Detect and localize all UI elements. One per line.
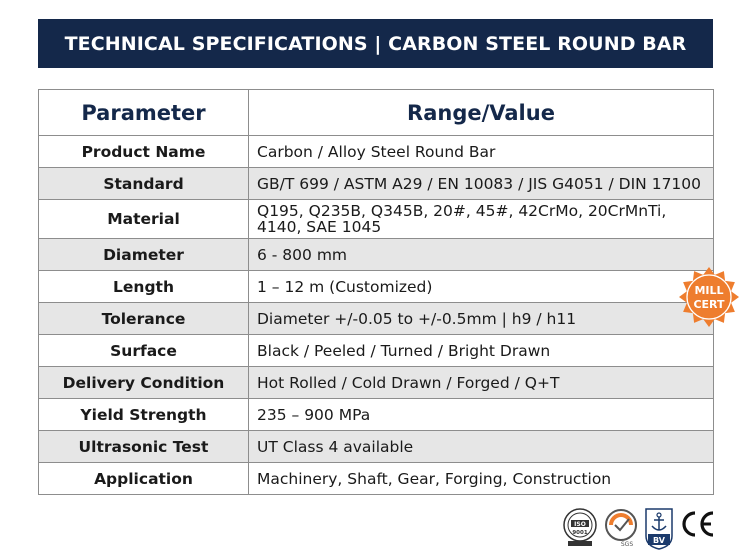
row-parameter-material: Material bbox=[38, 199, 249, 239]
table-row: Material Q195, Q235B, Q345B, 20#, 45#, 4… bbox=[38, 199, 714, 239]
row-parameter-tolerance: Tolerance bbox=[38, 302, 249, 335]
svg-text:9001: 9001 bbox=[572, 530, 587, 536]
table-row: Length 1 – 12 m (Customized) bbox=[38, 270, 714, 303]
svg-text:SGS: SGS bbox=[621, 541, 633, 548]
table-row: Ultrasonic Test UT Class 4 available bbox=[38, 430, 714, 463]
row-parameter-length: Length bbox=[38, 270, 249, 303]
table-header-row: Parameter Range/Value bbox=[38, 89, 714, 136]
svg-text:BV: BV bbox=[653, 536, 666, 545]
spec-table: Parameter Range/Value Product Name Carbo… bbox=[38, 89, 714, 495]
row-value-product-name: Carbon / Alloy Steel Round Bar bbox=[248, 135, 714, 168]
row-value-diameter: 6 - 800 mm bbox=[248, 238, 714, 271]
row-parameter-application: Application bbox=[38, 462, 249, 495]
table-row: Application Machinery, Shaft, Gear, Forg… bbox=[38, 462, 714, 495]
table-row: Delivery Condition Hot Rolled / Cold Dra… bbox=[38, 366, 714, 399]
iso-seal-icon: ISO 9001 bbox=[563, 508, 597, 546]
row-value-ultrasonic-test: UT Class 4 available bbox=[248, 430, 714, 463]
table-row: Standard GB/T 699 / ASTM A29 / EN 10083 … bbox=[38, 167, 714, 200]
row-parameter-diameter: Diameter bbox=[38, 238, 249, 271]
row-value-length: 1 – 12 m (Customized) bbox=[248, 270, 714, 303]
table-row: Product Name Carbon / Alloy Steel Round … bbox=[38, 135, 714, 168]
bv-logo: BV bbox=[644, 508, 674, 550]
iso-9001-logo: ISO 9001 bbox=[562, 508, 598, 548]
badge-seal-icon bbox=[679, 267, 739, 327]
row-parameter-yield-strength: Yield Strength bbox=[38, 398, 249, 431]
ce-mark-logo bbox=[678, 509, 716, 539]
row-parameter-ultrasonic-test: Ultrasonic Test bbox=[38, 430, 249, 463]
material-line-1: Q195, Q235B, Q345B, 20#, 45#, 42CrMo, 20… bbox=[257, 202, 667, 220]
page-title-banner: TECHNICAL SPECIFICATIONS | CARBON STEEL … bbox=[38, 19, 713, 68]
material-line-2: 4140, SAE 1045 bbox=[257, 218, 382, 236]
badge-line-2: CERT bbox=[693, 298, 725, 311]
row-parameter-delivery-condition: Delivery Condition bbox=[38, 366, 249, 399]
row-parameter-standard: Standard bbox=[38, 167, 249, 200]
sgs-logo: SGS bbox=[603, 508, 639, 548]
row-value-standard: GB/T 699 / ASTM A29 / EN 10083 / JIS G40… bbox=[248, 167, 714, 200]
column-header-value: Range/Value bbox=[248, 89, 714, 136]
row-value-application: Machinery, Shaft, Gear, Forging, Constru… bbox=[248, 462, 714, 495]
row-value-delivery-condition: Hot Rolled / Cold Drawn / Forged / Q+T bbox=[248, 366, 714, 399]
ce-mark-icon bbox=[682, 511, 714, 537]
column-header-parameter: Parameter bbox=[38, 89, 249, 136]
sgs-seal-icon: SGS bbox=[605, 509, 637, 548]
row-parameter-surface: Surface bbox=[38, 334, 249, 367]
row-value-tolerance: Diameter +/-0.05 to +/-0.5mm | h9 / h11 bbox=[248, 302, 714, 335]
badge-line-1: MILL bbox=[694, 284, 724, 297]
row-parameter-product-name: Product Name bbox=[38, 135, 249, 168]
table-row: Tolerance Diameter +/-0.05 to +/-0.5mm |… bbox=[38, 302, 714, 335]
table-row: Surface Black / Peeled / Turned / Bright… bbox=[38, 334, 714, 367]
svg-text:ISO: ISO bbox=[574, 521, 586, 528]
page-title: TECHNICAL SPECIFICATIONS | CARBON STEEL … bbox=[64, 32, 687, 55]
bv-anchor-icon: BV bbox=[645, 508, 673, 550]
table-row: Diameter 6 - 800 mm bbox=[38, 238, 714, 271]
row-value-yield-strength: 235 – 900 MPa bbox=[248, 398, 714, 431]
row-value-surface: Black / Peeled / Turned / Bright Drawn bbox=[248, 334, 714, 367]
table-row: Yield Strength 235 – 900 MPa bbox=[38, 398, 714, 431]
row-value-material: Q195, Q235B, Q345B, 20#, 45#, 42CrMo, 20… bbox=[248, 199, 714, 239]
mill-cert-badge: MILL CERT bbox=[676, 266, 742, 332]
